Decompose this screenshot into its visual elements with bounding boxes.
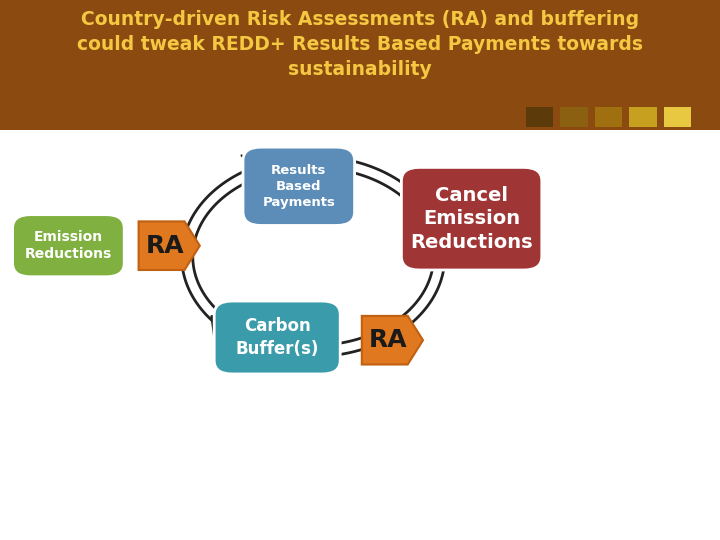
Polygon shape bbox=[241, 155, 278, 191]
Text: Results
Based
Payments: Results Based Payments bbox=[262, 164, 336, 209]
Text: RA: RA bbox=[145, 234, 184, 258]
Bar bbox=[629, 107, 657, 127]
Polygon shape bbox=[246, 161, 270, 185]
Text: Country-driven Risk Assessments (RA) and buffering
could tweak REDD+ Results Bas: Country-driven Risk Assessments (RA) and… bbox=[77, 10, 643, 79]
Text: Emission
Reductions: Emission Reductions bbox=[24, 230, 112, 261]
Bar bbox=[664, 107, 691, 127]
FancyBboxPatch shape bbox=[215, 301, 340, 374]
Text: Carbon
Buffer(s): Carbon Buffer(s) bbox=[235, 318, 319, 357]
Polygon shape bbox=[362, 316, 423, 364]
Polygon shape bbox=[138, 221, 199, 270]
FancyBboxPatch shape bbox=[243, 147, 354, 226]
Bar bbox=[560, 107, 588, 127]
Polygon shape bbox=[420, 241, 456, 256]
FancyBboxPatch shape bbox=[0, 0, 720, 130]
FancyBboxPatch shape bbox=[402, 167, 541, 270]
Bar bbox=[595, 107, 622, 127]
Text: Cancel
Emission
Reductions: Cancel Emission Reductions bbox=[410, 186, 533, 252]
Bar bbox=[526, 107, 553, 127]
Polygon shape bbox=[411, 240, 465, 264]
FancyBboxPatch shape bbox=[13, 214, 124, 276]
Text: RA: RA bbox=[369, 328, 407, 352]
Polygon shape bbox=[211, 313, 250, 345]
Polygon shape bbox=[218, 319, 243, 339]
